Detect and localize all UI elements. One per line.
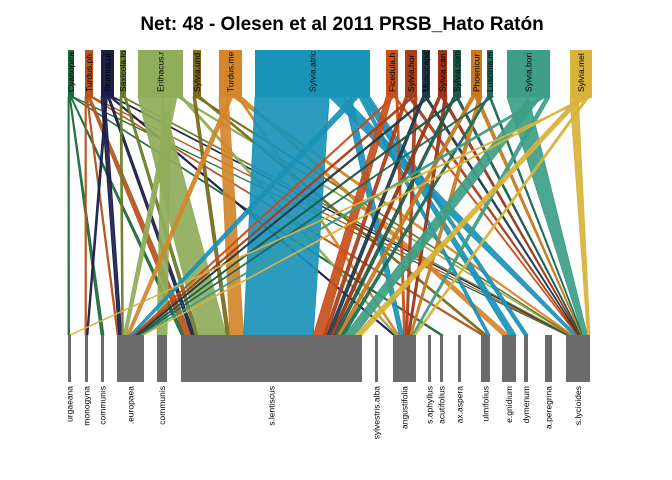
lower-species-bar: [545, 335, 552, 382]
higher-species-label: Sylvia.hor: [406, 55, 416, 92]
higher-species-bar: [422, 50, 430, 97]
higher-species-label: Turdus.ph: [84, 54, 94, 92]
higher-species-label: Muscicapa: [421, 51, 431, 92]
higher-species-bar: [101, 50, 114, 97]
figure-title: Net: 48 - Olesen et al 2011 PRSB_Hato Ra…: [140, 14, 543, 35]
higher-species-label: Sylvia.can: [438, 53, 448, 92]
lower-species-label: communis: [157, 386, 167, 425]
higher-species-bar: [438, 50, 447, 97]
lower-species-label: s.aphyllus: [425, 386, 435, 424]
higher-species-bar: [507, 50, 550, 97]
lower-species-label: ulmifolius: [481, 386, 491, 421]
higher-species-bar: [453, 50, 461, 97]
higher-species-bar: [570, 50, 592, 97]
lower-species-label: .europaea: [126, 386, 136, 425]
higher-species-bar: [85, 50, 93, 97]
lower-species-label: monogyna: [82, 386, 92, 426]
higher-species-bar: [487, 50, 493, 97]
lower-species-bar: [524, 335, 528, 382]
higher-species-bar: [386, 50, 398, 97]
higher-species-label: Ficedula.h: [387, 53, 397, 92]
higher-species-label: Luscinia.m: [485, 51, 495, 92]
lower-species-label: angustifolia: [400, 386, 410, 429]
higher-species-label: Sturnus.ur: [103, 53, 113, 92]
lower-species-bar: [566, 335, 590, 382]
lower-species-bar: [117, 335, 144, 382]
lower-species-bar: [101, 335, 104, 382]
higher-species-label: Erithacus.r: [156, 51, 166, 92]
higher-species-bar: [120, 50, 126, 97]
higher-species-label: Sylvia.atric: [308, 50, 318, 92]
lower-species-bar: [68, 335, 71, 382]
lower-species-bar: [181, 335, 362, 382]
lower-species-label: ax.aspera: [455, 386, 465, 424]
interaction-links: [67, 96, 593, 336]
lower-species-bar: [428, 335, 431, 382]
lower-species-label: dymenum: [521, 386, 531, 423]
lower-species-bar: [375, 335, 378, 382]
lower-species-bar: [458, 335, 461, 382]
lower-species-label: s.lycioides: [573, 386, 583, 425]
lower-species-label: acutifolius: [437, 386, 447, 424]
higher-species-label: Sylvia.und: [192, 53, 202, 92]
higher-species-label: Sylvia.mel: [576, 53, 586, 92]
higher-species-label: Turdus.me: [226, 51, 236, 92]
lower-level-bars: [68, 335, 590, 382]
lower-species-label: urgaeana: [65, 386, 75, 422]
lower-species-label: a.peregrina: [544, 386, 554, 429]
lower-species-label: sylvestris.alba: [372, 386, 382, 440]
higher-level-bars: [68, 50, 592, 97]
higher-species-label: Sylvia.bori: [524, 53, 534, 92]
lower-species-bar: [157, 335, 167, 382]
higher-species-label: Saxicola.to: [118, 50, 128, 92]
lower-level-labels: urgaeana monogyna communis .europaea communi…: [65, 386, 584, 440]
lower-species-bar: [393, 335, 416, 382]
higher-species-bar: [193, 50, 201, 97]
higher-species-bar: [255, 50, 370, 97]
higher-species-bar: [219, 50, 242, 97]
lower-species-bar: [85, 335, 88, 382]
higher-level-labels: Cyanopica Turdus.ph Sturnus.ur Saxicola.to E…: [66, 50, 586, 92]
higher-species-bar: [405, 50, 417, 97]
lower-species-label: communis: [98, 386, 108, 425]
lower-species-bar: [481, 335, 490, 382]
lower-species-label: s.lentiscus: [267, 386, 277, 426]
higher-species-bar: [68, 50, 74, 97]
higher-species-bar: [138, 50, 183, 97]
higher-species-label: Sylvia.com: [452, 51, 462, 92]
interaction-link: [84, 96, 87, 336]
higher-species-label: Phoenicur: [472, 54, 482, 92]
higher-species-bar: [471, 50, 482, 97]
lower-species-label: e.gnidium: [504, 386, 514, 423]
lower-species-bar: [502, 335, 516, 382]
lower-species-bar: [440, 335, 443, 382]
interaction-link: [67, 96, 70, 336]
higher-species-label: Cyanopica: [66, 52, 76, 92]
